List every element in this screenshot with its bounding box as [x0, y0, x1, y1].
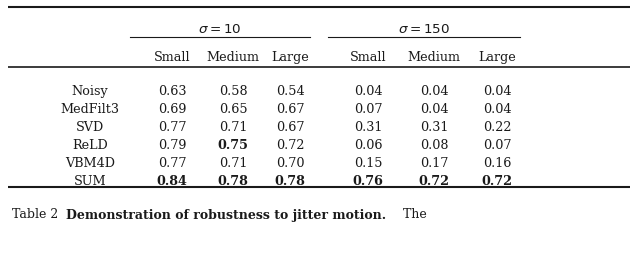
Text: Medium: Medium [207, 51, 259, 64]
Text: Table 2: Table 2 [12, 208, 58, 221]
Text: 0.77: 0.77 [157, 121, 186, 134]
Text: 0.17: 0.17 [420, 157, 448, 170]
Text: 0.70: 0.70 [276, 157, 304, 170]
Text: Large: Large [478, 51, 516, 64]
Text: 0.67: 0.67 [276, 103, 304, 116]
Text: SVD: SVD [76, 121, 104, 134]
Text: VBM4D: VBM4D [65, 157, 115, 170]
Text: Demonstration of robustness to jitter motion.: Demonstration of robustness to jitter mo… [66, 208, 386, 221]
Text: 0.79: 0.79 [157, 139, 186, 152]
Text: Large: Large [271, 51, 309, 64]
Text: 0.65: 0.65 [219, 103, 247, 116]
Text: $\sigma = 10$: $\sigma = 10$ [198, 23, 242, 36]
Text: 0.06: 0.06 [354, 139, 382, 152]
Text: 0.72: 0.72 [419, 175, 449, 188]
Text: SUM: SUM [74, 175, 106, 188]
Text: 0.16: 0.16 [483, 157, 511, 170]
Text: 0.04: 0.04 [420, 85, 448, 98]
Text: 0.04: 0.04 [354, 85, 382, 98]
Text: 0.04: 0.04 [420, 103, 448, 116]
Text: 0.75: 0.75 [218, 139, 248, 152]
Text: 0.72: 0.72 [481, 175, 513, 188]
Text: The: The [395, 208, 427, 221]
Text: Medium: Medium [408, 51, 461, 64]
Text: 0.78: 0.78 [218, 175, 248, 188]
Text: 0.77: 0.77 [157, 157, 186, 170]
Text: 0.54: 0.54 [276, 85, 304, 98]
Text: 0.04: 0.04 [483, 85, 511, 98]
Text: $\sigma = 150$: $\sigma = 150$ [398, 23, 450, 36]
Text: 0.72: 0.72 [276, 139, 304, 152]
Text: Small: Small [154, 51, 190, 64]
Text: 0.22: 0.22 [483, 121, 511, 134]
Text: 0.07: 0.07 [483, 139, 511, 152]
Text: 0.15: 0.15 [354, 157, 382, 170]
Text: 0.78: 0.78 [275, 175, 305, 188]
Text: ReLD: ReLD [72, 139, 108, 152]
Text: Noisy: Noisy [72, 85, 108, 98]
Text: 0.31: 0.31 [420, 121, 448, 134]
Text: 0.67: 0.67 [276, 121, 304, 134]
Text: 0.07: 0.07 [354, 103, 382, 116]
Text: 0.69: 0.69 [157, 103, 186, 116]
Text: MedFilt3: MedFilt3 [61, 103, 120, 116]
Text: 0.71: 0.71 [219, 121, 247, 134]
Text: 0.08: 0.08 [420, 139, 448, 152]
Text: 0.71: 0.71 [219, 157, 247, 170]
Text: 0.63: 0.63 [157, 85, 186, 98]
Text: 0.76: 0.76 [353, 175, 383, 188]
Text: 0.58: 0.58 [219, 85, 247, 98]
Text: 0.04: 0.04 [483, 103, 511, 116]
Text: 0.84: 0.84 [157, 175, 188, 188]
Text: 0.31: 0.31 [354, 121, 382, 134]
Text: Small: Small [349, 51, 387, 64]
